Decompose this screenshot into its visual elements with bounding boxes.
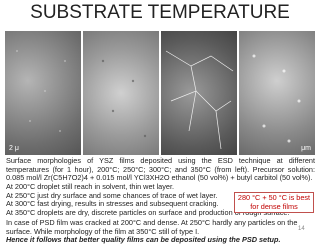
micrograph: μm [239,31,315,155]
texture [252,54,301,143]
conclusion: Hence it follows that better quality fil… [6,235,281,245]
slide: {"title":"SUBSTRATE TEMPERATURE", "image… [5,2,315,244]
micrograph [83,31,159,155]
title: SUBSTRATE TEMPERATURE [30,2,290,23]
psd-note: In case of PSD film was cracked at 200°C… [6,218,298,236]
texture [101,59,147,138]
observation: At 200°C droplet still reach in solvent,… [6,182,174,191]
micrograph: 2 μ [5,31,81,155]
observation: At 250°C just dry surface and some chanc… [6,190,218,200]
notes: In case of PSD film was cracked at 200°C… [6,218,306,245]
scale-label: 2 μ [9,145,19,152]
scale-label: μm [301,145,311,152]
texture [16,50,66,132]
micrograph [161,31,237,155]
cracks [165,50,234,150]
page-number: 14 [298,226,305,232]
callout: 280 °C + 50 °C is best for dense films [234,192,314,214]
observation: At 300°C fast drying, results in stresse… [6,199,219,209]
observations: At 200°C droplet still reach in solvent,… [6,182,315,217]
observation: At 350°C droplets are dry, discrete part… [6,207,290,217]
caption: Surface morphologies of YSZ films deposi… [6,156,315,183]
